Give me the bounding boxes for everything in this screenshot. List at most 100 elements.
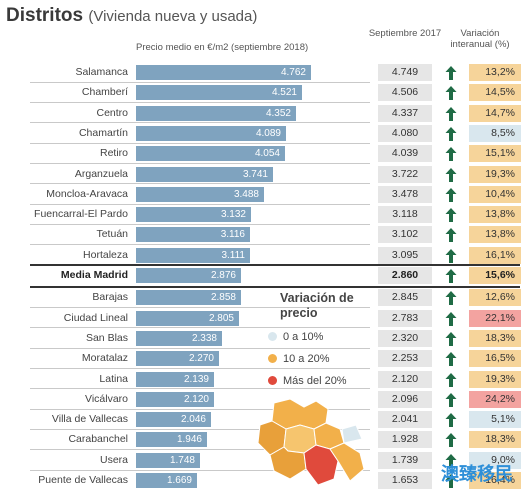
up-arrow-icon <box>445 66 457 80</box>
row-divider <box>30 469 370 471</box>
prev-year-value: 1.653 <box>378 472 432 489</box>
legend-item-high: Más del 20% <box>268 374 347 388</box>
prev-year-value: 3.478 <box>378 185 432 203</box>
price-bar <box>136 166 273 182</box>
row-district-name: Chamartín <box>78 126 128 139</box>
table-row: Carabanchel 1.946 1.928 18,3% <box>0 429 532 449</box>
variation-value: 10,4% <box>469 185 521 203</box>
price-bar-label: 4.521 <box>271 87 297 99</box>
variation-value: 8,5% <box>469 124 521 142</box>
row-divider <box>30 81 370 83</box>
price-bar <box>136 290 241 306</box>
price-bar <box>136 186 264 202</box>
legend-title-text: Variación de precio <box>280 291 354 320</box>
row-district-name: Retiro <box>99 147 128 160</box>
price-bar-label: 2.270 <box>188 353 214 365</box>
row-district-name: Media Madrid <box>60 269 128 281</box>
row-district-name: Latina <box>99 372 128 385</box>
row-district-name: Salamanca <box>75 66 128 78</box>
up-arrow-icon <box>445 352 457 367</box>
up-arrow-icon <box>445 269 457 283</box>
table-row: San Blas 2.338 2.320 18,3% <box>0 328 532 348</box>
variation-value: 22,1% <box>469 309 521 327</box>
price-bar <box>136 227 250 243</box>
table-row: Villa de Vallecas 2.046 2.041 5,1% <box>0 409 532 429</box>
table-row: Moratalaz 2.270 2.253 16,5% <box>0 348 532 368</box>
madrid-districts-map <box>257 398 365 486</box>
variation-value: 12,6% <box>469 289 521 307</box>
row-district-name: Centro <box>96 106 128 119</box>
row-district-name: San Blas <box>85 331 128 344</box>
row-district-name: Villa de Vallecas <box>51 413 128 426</box>
up-arrow-icon <box>445 228 457 243</box>
up-arrow-icon <box>445 106 457 121</box>
variation-value: 13,8% <box>469 226 521 244</box>
legend-title: Variación de precio <box>280 291 360 321</box>
up-arrow-icon <box>445 126 457 141</box>
prev-year-value: 2.783 <box>378 309 432 327</box>
price-bar <box>136 371 214 387</box>
row-district-name: Moncloa-Aravaca <box>46 187 128 200</box>
up-arrow-icon <box>445 311 457 326</box>
prev-year-value: 4.080 <box>378 124 432 142</box>
chart-title: Distritos (Vivienda nueva y usada) <box>6 5 257 27</box>
legend-label-mid: 10 a 20% <box>283 353 330 365</box>
price-bar-label: 4.762 <box>280 67 306 78</box>
price-bar <box>136 65 311 80</box>
prev-year-value: 2.860 <box>378 267 432 284</box>
table-row: Retiro 4.054 4.039 15,1% <box>0 143 532 163</box>
legend-item-low: 0 a 10% <box>268 330 323 344</box>
header-prev-year: Septiembre 2017 <box>368 28 442 39</box>
price-bar-label: 1.669 <box>166 475 192 486</box>
price-bar <box>136 247 250 263</box>
prev-year-value: 2.253 <box>378 350 432 368</box>
table-row: Latina 2.139 2.120 19,3% <box>0 369 532 389</box>
table-row: Chamberí 4.521 4.506 14,5% <box>0 82 532 102</box>
row-divider <box>30 327 370 329</box>
up-arrow-icon <box>445 167 457 182</box>
price-bar <box>136 452 200 468</box>
prev-year-value: 3.102 <box>378 226 432 244</box>
price-bar <box>136 105 296 121</box>
table-row: Vicálvaro 2.120 2.096 24,2% <box>0 389 532 409</box>
row-divider <box>30 307 370 309</box>
price-bar-label: 2.805 <box>208 312 234 324</box>
row-divider <box>30 449 370 451</box>
table-row: Barajas 2.858 2.845 12,6% <box>0 287 532 307</box>
price-bar <box>136 207 251 223</box>
price-bar <box>136 125 286 141</box>
up-arrow-icon <box>445 392 457 407</box>
prev-year-value: 3.095 <box>378 246 432 264</box>
price-bar-label: 4.089 <box>255 127 281 139</box>
variation-value: 16,5% <box>469 350 521 368</box>
row-district-name: Carabanchel <box>68 433 128 446</box>
price-bar <box>136 473 197 488</box>
price-bar <box>136 351 219 367</box>
price-bar <box>136 310 239 326</box>
prev-year-value: 1.928 <box>378 431 432 449</box>
price-bar-label: 2.858 <box>210 292 236 304</box>
row-divider <box>30 244 370 246</box>
prev-year-value: 3.118 <box>378 206 432 224</box>
row-divider <box>30 163 370 164</box>
average-row-border <box>30 264 520 266</box>
variation-value: 18,3% <box>469 431 521 449</box>
table-row: Centro 4.352 4.337 14,7% <box>0 103 532 123</box>
price-bar <box>136 85 302 101</box>
up-arrow-icon <box>445 331 457 346</box>
up-arrow-icon <box>445 291 457 306</box>
variation-value: 15,6% <box>469 267 521 284</box>
row-divider <box>30 142 370 144</box>
variation-value: 16,1% <box>469 246 521 264</box>
up-arrow-icon <box>445 147 457 162</box>
table-row: Arganzuela 3.741 3.722 19,3% <box>0 164 532 184</box>
average-row-border <box>30 285 520 288</box>
variation-value: 14,5% <box>469 84 521 102</box>
price-bar-label: 1.946 <box>176 434 202 446</box>
price-bar-label: 3.116 <box>220 229 245 241</box>
price-bar-label: 4.054 <box>254 148 280 160</box>
price-bar-label: 3.111 <box>221 249 245 261</box>
row-district-name: Arganzuela <box>74 167 128 180</box>
prev-year-value: 2.096 <box>378 390 432 408</box>
prev-year-value: 2.120 <box>378 370 432 388</box>
